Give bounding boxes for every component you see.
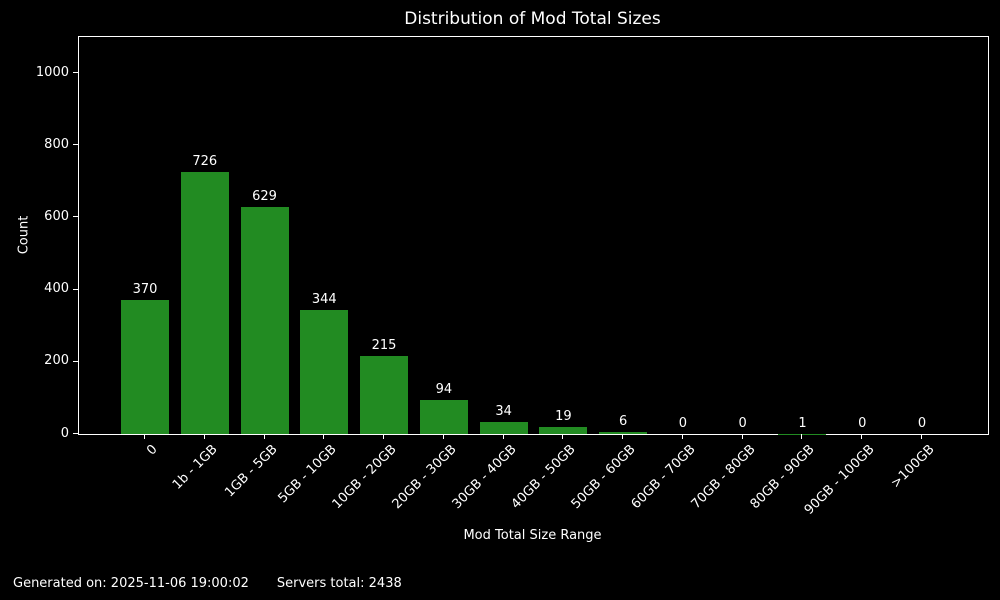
x-tick (622, 434, 624, 439)
bar-value-label: 1 (798, 415, 807, 431)
y-tick-label: 400 (44, 281, 69, 297)
x-tick (801, 434, 803, 439)
y-tick (73, 433, 78, 434)
bar (300, 309, 349, 434)
bar-value-label: 0 (678, 416, 688, 431)
x-tick (861, 434, 863, 439)
generated-on-text: Generated on: 2025-11-06 19:00:02 (13, 576, 249, 591)
x-tick (921, 434, 922, 439)
x-tick (562, 434, 564, 439)
x-tick (263, 434, 265, 439)
bar-value-label: 629 (252, 189, 277, 204)
y-tick-label: 200 (44, 353, 69, 369)
servers-total-text: Servers total: 2438 (276, 576, 402, 591)
y-tick (73, 360, 78, 362)
bar (479, 421, 528, 434)
plot-area: 370 726 629 344 215 94 34 19 6 0 0 1 0 0 (78, 36, 989, 435)
bar-value-label: 344 (311, 291, 337, 307)
y-tick-label: 1000 (35, 64, 69, 80)
bar (419, 400, 468, 434)
chart-title: Distribution of Mod Total Sizes (404, 9, 661, 29)
bar-value-label: 94 (435, 382, 453, 398)
x-tick (681, 434, 683, 439)
bar-value-label: 6 (619, 413, 628, 429)
bar-value-label: 19 (555, 409, 572, 425)
x-axis-label: Mod Total Size Range (463, 528, 602, 543)
y-tick-label: 0 (60, 425, 69, 441)
bar-value-label: 0 (858, 416, 867, 431)
x-tick (502, 434, 504, 439)
x-tick (203, 434, 205, 439)
bar-value-label: 0 (917, 416, 927, 431)
bar (180, 171, 229, 434)
x-tick (741, 434, 743, 439)
bar-value-label: 726 (192, 153, 218, 169)
bar (240, 207, 289, 434)
bar-value-label: 370 (132, 282, 158, 298)
bar-value-label: 215 (371, 338, 397, 354)
footer-text: Generated on: 2025-11-06 19:00:02 Servers… (13, 576, 402, 591)
y-tick-label: 800 (44, 136, 69, 152)
bar-value-label: 0 (738, 416, 747, 431)
y-tick (73, 216, 78, 218)
bar (121, 300, 169, 434)
y-tick-label: 600 (44, 208, 69, 224)
y-tick (73, 288, 78, 290)
x-tick (442, 434, 444, 439)
bar (360, 356, 409, 434)
bar-value-label: 34 (495, 403, 512, 419)
bar (599, 431, 648, 434)
x-tick (383, 434, 385, 439)
y-tick (73, 144, 78, 146)
y-tick (73, 72, 78, 74)
x-tick (144, 434, 145, 439)
bar (539, 427, 588, 434)
x-tick (323, 434, 325, 439)
